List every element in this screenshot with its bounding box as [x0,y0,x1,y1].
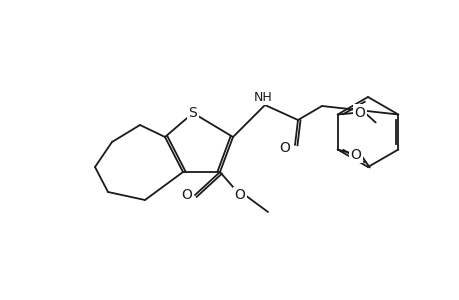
Text: NH: NH [253,91,272,103]
Text: S: S [188,106,197,120]
Text: O: O [279,141,290,155]
Text: O: O [181,188,192,202]
Text: O: O [349,148,360,161]
Text: O: O [234,188,245,202]
Text: O: O [353,106,364,119]
